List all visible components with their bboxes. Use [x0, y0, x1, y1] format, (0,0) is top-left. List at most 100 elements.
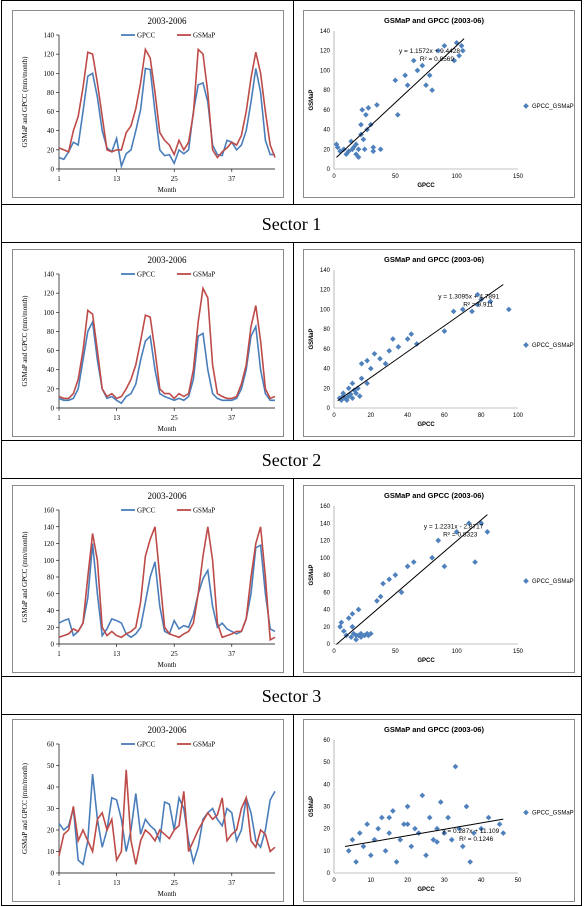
scatter-svg-2: GSMaP and GPCC (2003-06) 0 20 40 60 80 100 120 1… — [309, 255, 574, 428]
scatter-point — [419, 792, 426, 799]
scatter-point — [367, 365, 374, 372]
scatter-point — [371, 350, 378, 357]
timeseries-svg-3: 2003-2006 0 20 40 60 80 100 120 140 160 1 13 25 37 Mon… — [21, 491, 276, 669]
scatter-point — [478, 520, 485, 527]
cell-scatter-2: GSMaP and GPCC (2003-06) 0 20 40 60 80 100 120 1… — [293, 243, 581, 440]
y-tick-label: 60 — [47, 741, 55, 749]
y-tick-label: 20 — [323, 625, 330, 631]
x-tick-label: 10 — [367, 878, 374, 884]
chart-title: GSMaP and GPCC (2003-06) — [384, 16, 484, 25]
scatter-point — [349, 610, 356, 617]
scatter-point — [448, 836, 455, 843]
series-line-gpcc — [58, 67, 275, 170]
scatter-point — [441, 328, 448, 334]
trend-line — [336, 514, 488, 645]
scatter-point — [355, 146, 362, 153]
y-tick-label: 20 — [47, 385, 55, 393]
y-tick-label: 80 — [323, 573, 330, 579]
scatter-point — [397, 836, 404, 843]
y-tick-label: 30 — [323, 805, 330, 811]
legend-marker — [523, 809, 529, 816]
y-tick-label: 40 — [47, 366, 55, 374]
scatter-point — [423, 82, 429, 89]
scatter-point — [374, 598, 380, 604]
row-2: 2003-2006 0 20 40 60 80 100 120 140 1 13 25 37 Month G… — [1, 243, 582, 441]
scatter-point — [459, 47, 466, 54]
legend-label: GPCC_GSMaP — [532, 579, 574, 585]
scatter-point — [505, 306, 512, 313]
y-tick-label: 40 — [47, 607, 55, 615]
x-tick-label: 13 — [113, 650, 121, 658]
sector-2-label: Sector 2 — [1, 441, 582, 479]
scatter-point — [469, 308, 475, 315]
x-tick-label: 0 — [332, 649, 336, 655]
scatter-point — [365, 105, 372, 111]
scatter-point — [404, 82, 411, 89]
y-tick-label: 50 — [323, 760, 330, 766]
y-tick-label: 60 — [47, 108, 55, 116]
scatter-point — [356, 393, 363, 399]
x-tick-label: 37 — [228, 414, 236, 422]
legend-marker — [523, 342, 529, 348]
legend-label-gpcc: GPCC — [137, 32, 156, 40]
x-axis-label: GPCC — [417, 658, 435, 664]
x-tick-label: 50 — [515, 878, 522, 884]
scatter-point — [452, 763, 459, 770]
row-4: 2003-2006 0 10 20 30 40 50 60 1 13 25 37 Month GSMaP … — [1, 715, 582, 906]
scatter-point — [374, 102, 380, 108]
scatter-point — [402, 72, 408, 79]
x-tick-label: 25 — [171, 175, 179, 183]
y-tick-label: 20 — [47, 624, 55, 632]
scatter-point — [358, 121, 364, 128]
y-tick-label: 80 — [323, 88, 330, 94]
scatter-chart-4: GSMaP and GPCC (2003-06) 0 10 20 30 40 50 60 0 10… — [303, 719, 575, 902]
scatter-point — [377, 355, 383, 362]
series-line-gpcc — [58, 319, 275, 405]
y-axis-label: GSMaP and GPCC (mm/month) — [21, 531, 29, 623]
legend-marker — [523, 103, 529, 109]
x-tick-label: 37 — [228, 879, 236, 887]
x-axis-label: Month — [158, 425, 177, 433]
y-axis-label: GSMaP and GPCC (mm/month) — [21, 762, 29, 854]
y-axis-label: GSMaP and GPCC (mm/month) — [21, 56, 29, 148]
scatter-point — [419, 62, 426, 69]
x-axis-label: GPCC — [417, 183, 435, 189]
scatter-point — [370, 148, 377, 155]
trend-equation: y = 1.3095x + 4.7891 — [438, 294, 499, 301]
scatter-point — [414, 67, 421, 74]
chart-title: 2003-2006 — [148, 725, 187, 735]
row-3: 2003-2006 0 20 40 60 80 100 120 140 160 1 13 25 37 Mon… — [1, 479, 582, 677]
chart-title: GSMaP and GPCC (2003-06) — [384, 491, 484, 500]
x-tick-label: 80 — [478, 413, 485, 419]
y-tick-label: 40 — [323, 782, 330, 788]
x-tick-label: 1 — [57, 414, 61, 422]
scatter-svg-4: GSMaP and GPCC (2003-06) 0 10 20 30 40 50 60 0 10… — [309, 725, 574, 893]
x-tick-label: 1 — [57, 879, 61, 887]
scatter-point — [367, 852, 374, 859]
chart-title: GSMaP and GPCC (2003-06) — [384, 255, 484, 264]
y-tick-label: 100 — [44, 309, 55, 317]
y-tick-label: 50 — [47, 762, 55, 770]
scatter-point — [496, 821, 503, 828]
scatter-point — [386, 814, 393, 821]
y-tick-label: 120 — [44, 290, 55, 298]
y-tick-label: 10 — [47, 848, 55, 856]
timeseries-svg-2: 2003-2006 0 20 40 60 80 100 120 140 1 13 25 37 Month G… — [21, 255, 276, 433]
scatter-point — [353, 859, 359, 865]
x-axis-label: Month — [158, 661, 177, 669]
scatter-point — [435, 537, 442, 544]
x-tick-label: 100 — [513, 413, 524, 419]
scatter-point — [398, 589, 405, 596]
scatter-point — [338, 619, 345, 626]
legend-label-gpcc: GPCC — [137, 507, 156, 515]
trend-r-squared: R² = 0.911 — [463, 302, 493, 309]
timeseries-chart-2: 2003-2006 0 20 40 60 80 100 120 140 1 13 25 37 Month G… — [12, 249, 284, 437]
y-tick-label: 20 — [47, 827, 55, 835]
scatter-chart-2: GSMaP and GPCC (2003-06) 0 20 40 60 80 100 120 1… — [303, 249, 575, 437]
y-tick-label: 0 — [327, 167, 331, 173]
y-tick-label: 120 — [320, 539, 331, 545]
y-tick-label: 0 — [327, 406, 331, 412]
legend-marker — [523, 578, 529, 584]
scatter-point — [474, 291, 481, 298]
scatter-point — [426, 72, 433, 79]
